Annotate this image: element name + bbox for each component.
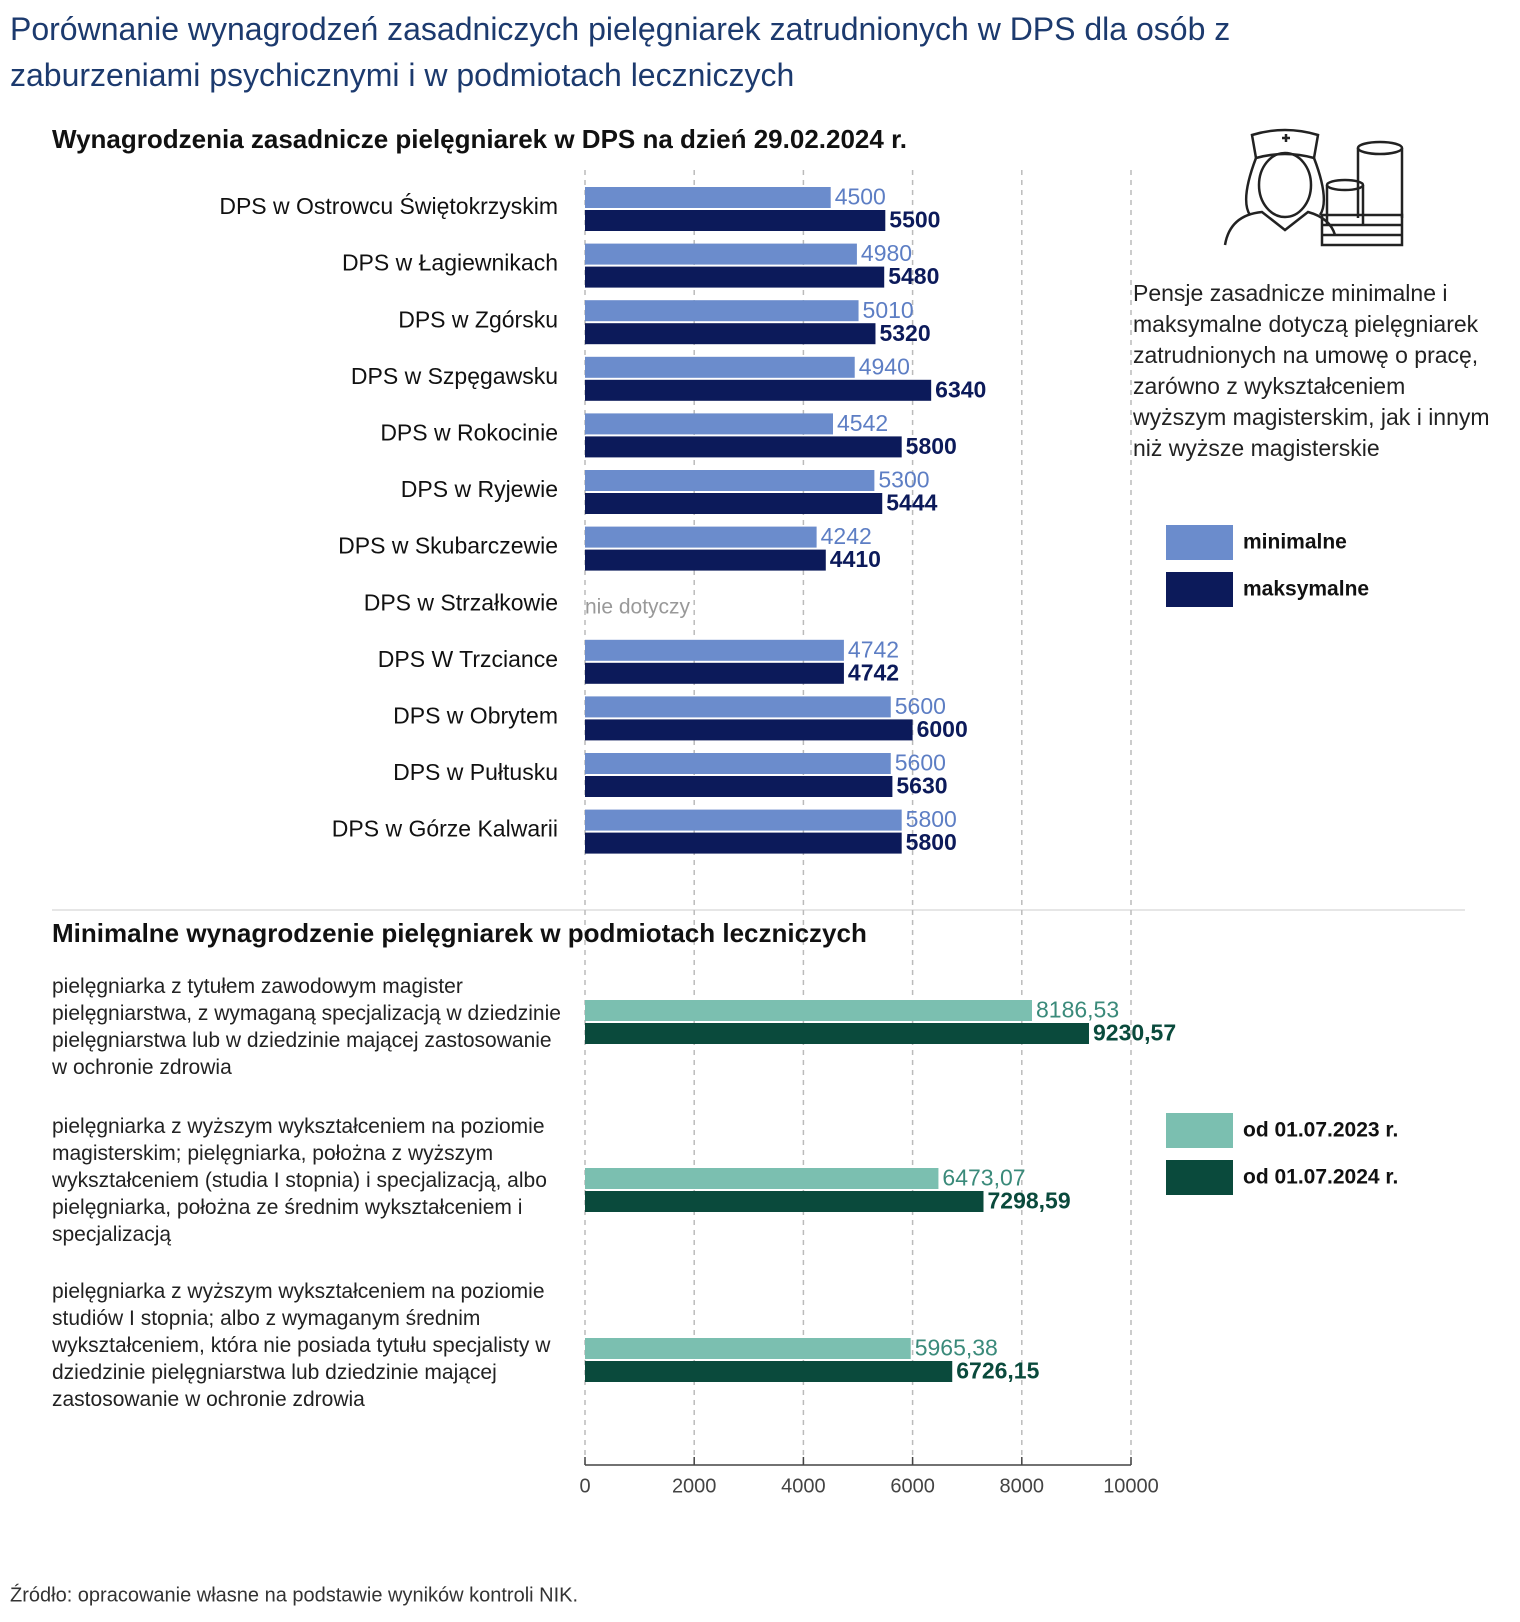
bar	[585, 413, 833, 435]
legend-swatch	[1166, 572, 1233, 607]
value-label: 5800	[906, 829, 957, 855]
value-label: 4742	[848, 659, 899, 685]
legend-swatch	[1166, 1160, 1233, 1195]
chart-title: Minimalne wynagrodzenie pielęgniarek w p…	[52, 918, 867, 948]
legend-label: maksymalne	[1243, 578, 1369, 601]
bar	[585, 696, 891, 718]
y-tick-label: DPS w Ostrowcu Świętokrzyskim	[219, 192, 558, 219]
bar	[585, 1168, 939, 1189]
bar	[585, 639, 844, 661]
y-tick-label: DPS w Łagiewnikach	[342, 250, 558, 276]
bar	[585, 662, 844, 684]
bar	[585, 832, 902, 854]
bar	[585, 210, 886, 231]
note: Pensje zasadnicze minimalne i maksymalne…	[1133, 280, 1490, 461]
bar	[585, 549, 826, 571]
y-tick-label: pielęgniarka z wyższym wykształceniem na…	[52, 1280, 551, 1411]
bar	[585, 719, 913, 741]
bar	[585, 1000, 1032, 1021]
icon	[1223, 128, 1404, 247]
bar	[585, 1338, 911, 1359]
value-label: 5600	[895, 750, 946, 776]
value-label: 5320	[879, 320, 930, 346]
source: Źródło: opracowanie własne na podstawie …	[10, 1583, 578, 1606]
bar	[585, 776, 893, 797]
bar	[585, 493, 883, 514]
y-tick-label: DPS w Rokocinie	[380, 419, 558, 445]
x-tick-label: 10000	[1103, 1475, 1159, 1497]
bar	[585, 436, 902, 458]
value-label: 5965,38	[915, 1335, 998, 1361]
value-label: 8186,53	[1036, 997, 1119, 1023]
y-tick-label: DPS w Strzałkowie	[364, 589, 558, 615]
y-tick-label: DPS W Trzciance	[378, 646, 558, 672]
value-label: 4742	[848, 636, 899, 662]
value-label: 5480	[888, 263, 939, 289]
x-tick-label: 6000	[890, 1475, 935, 1497]
y-tick-label: DPS w Zgórsku	[398, 306, 558, 332]
value-label: 4410	[830, 546, 881, 572]
bar	[585, 470, 875, 491]
bar	[585, 526, 817, 548]
y-tick-label: pielęgniarka z tytułem zawodowym magiste…	[52, 975, 561, 1079]
x-tick-label: 4000	[781, 1475, 826, 1497]
value-label: 5800	[906, 433, 957, 459]
x-tick-label: 0	[579, 1475, 590, 1497]
value-label: 5500	[889, 207, 940, 233]
value-label: 5444	[886, 490, 937, 516]
value-label: 5010	[863, 297, 914, 323]
bar	[585, 300, 859, 322]
legend-label: od 01.07.2023 r.	[1243, 1119, 1398, 1142]
main-title: Porównanie wynagrodzeń zasadniczych piel…	[10, 11, 1231, 93]
value-label: 6473,07	[942, 1165, 1025, 1191]
bar	[585, 379, 932, 401]
bar	[585, 187, 831, 208]
value-label: 4242	[821, 523, 872, 549]
y-tick-label: DPS w Obrytem	[393, 702, 558, 728]
value-label: 4980	[861, 240, 912, 266]
legend-swatch	[1166, 1113, 1233, 1148]
value-label: 7298,59	[988, 1188, 1071, 1214]
value-label: 5300	[878, 467, 929, 493]
value-label: 5630	[896, 773, 947, 799]
bar	[585, 323, 876, 345]
bar	[585, 356, 855, 378]
y-tick-label: DPS w Górze Kalwarii	[332, 816, 558, 842]
value-label: 9230,57	[1093, 1020, 1176, 1046]
bar	[585, 753, 891, 774]
value-label: 5800	[906, 806, 957, 832]
legend-label: od 01.07.2024 r.	[1243, 1166, 1398, 1189]
y-tick-label: pielęgniarka z wyższym wykształceniem na…	[52, 1115, 547, 1246]
null-label: nie dotyczy	[585, 596, 691, 619]
value-label: 6340	[935, 376, 986, 402]
bar	[585, 1191, 984, 1212]
value-label: 5600	[895, 693, 946, 719]
value-label: 6000	[917, 716, 968, 742]
bar	[585, 809, 902, 831]
bar	[585, 243, 857, 265]
value-label: 4542	[837, 410, 888, 436]
chart-title: Wynagrodzenia zasadnicze pielęgniarek w …	[52, 124, 907, 154]
bar	[585, 1361, 953, 1382]
x-tick-label: 2000	[672, 1475, 717, 1497]
y-tick-label: DPS w Pułtusku	[393, 759, 558, 785]
x-tick-label: 8000	[1000, 1475, 1045, 1497]
bar	[585, 266, 885, 288]
y-tick-label: DPS w Skubarczewie	[338, 533, 558, 559]
y-tick-label: DPS w Ryjewie	[401, 476, 558, 502]
legend-swatch	[1166, 525, 1233, 560]
bar	[585, 1023, 1089, 1044]
value-label: 4940	[859, 353, 910, 379]
value-label: 6726,15	[956, 1358, 1039, 1384]
legend-label: minimalne	[1243, 531, 1347, 554]
value-label: 4500	[835, 184, 886, 210]
y-tick-label: DPS w Szpęgawsku	[351, 363, 558, 389]
